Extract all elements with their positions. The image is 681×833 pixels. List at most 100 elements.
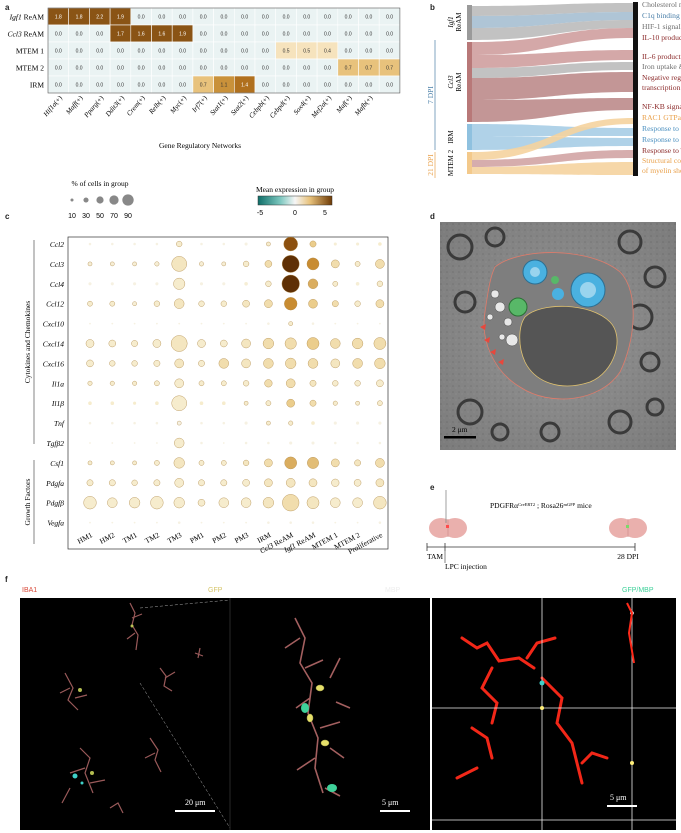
dot xyxy=(374,357,386,369)
size-legend-dot xyxy=(122,194,134,206)
dot xyxy=(220,479,228,487)
heatmap-cell-value: 0.0 xyxy=(117,66,124,72)
dot xyxy=(262,337,274,350)
sankey-group-label: ReAM xyxy=(455,72,463,92)
scale-bar xyxy=(444,436,476,439)
dot xyxy=(285,357,297,369)
dot xyxy=(331,478,340,487)
dot xyxy=(283,236,298,252)
heatmap-cell-value: 0.0 xyxy=(96,49,103,55)
flow xyxy=(472,136,633,150)
dot xyxy=(332,380,339,387)
dot xyxy=(133,242,136,246)
sankey-term: Response to IFNα xyxy=(642,124,681,133)
dot xyxy=(89,442,91,444)
dot xyxy=(373,496,387,510)
heatmap-cell-value: 0.0 xyxy=(55,49,62,55)
dot xyxy=(244,242,248,246)
color-tick: 0 xyxy=(293,210,297,217)
size-legend-title: % of cells in group xyxy=(71,179,128,188)
dot xyxy=(244,282,248,286)
dot xyxy=(330,497,341,508)
size-legend-label: 70 xyxy=(110,213,118,220)
panel-c-dotplot: % of cells in group 10 30 50 70 90 Mean expr… xyxy=(23,179,389,556)
group-label: TM3 xyxy=(166,530,184,545)
dot xyxy=(153,300,160,307)
heatmap-cell-value: 0.0 xyxy=(158,49,165,55)
heatmap-cell-value: 1.9 xyxy=(179,32,186,38)
dot xyxy=(306,337,320,350)
dot xyxy=(332,400,338,406)
dot xyxy=(264,478,273,488)
heatmap-cell-value: 0.0 xyxy=(365,15,372,21)
dot xyxy=(222,242,226,246)
sankey-group-label: MTEM 2 xyxy=(447,149,455,176)
heatmap-cell-value: 0.0 xyxy=(345,49,352,55)
heatmap-row-label: MTEM 1 xyxy=(16,47,44,56)
heatmap-col-label: Mafb(+) xyxy=(353,94,375,118)
lpc-label: LPC injection xyxy=(445,562,487,571)
heatmap-col-label: Crem(+) xyxy=(125,94,147,118)
dot xyxy=(170,335,188,352)
nucleus xyxy=(519,305,618,387)
dot xyxy=(242,479,250,487)
heatmap-cell-value: 0.0 xyxy=(386,49,393,55)
gene-label: Cxcl16 xyxy=(43,359,64,368)
heatmap-col-label: Relb(+) xyxy=(147,94,168,117)
heatmap-cell-value: 0.0 xyxy=(303,66,310,72)
group-label: HM1 xyxy=(76,530,94,545)
dot xyxy=(110,282,114,286)
dot xyxy=(267,322,270,325)
dot xyxy=(264,379,273,388)
heatmap-cell-value: 0.0 xyxy=(220,49,227,55)
heatmap-cell-value: 0.0 xyxy=(200,49,207,55)
dot xyxy=(200,421,203,425)
sankey-term: C1q binding xyxy=(642,11,680,20)
size-legend-dot xyxy=(109,195,119,205)
heatmap-col-label: Cebpb(+) xyxy=(247,94,271,120)
flow xyxy=(472,162,633,175)
heatmap-cell-value: 0.0 xyxy=(76,83,83,89)
dot xyxy=(375,458,385,468)
dpi21-label: 21 DPI xyxy=(426,154,435,176)
dot xyxy=(311,322,315,325)
heatmap-cell-value: 0.0 xyxy=(96,32,103,38)
panel-label-e: e xyxy=(430,483,435,492)
heatmap-cell-value: 0.0 xyxy=(158,15,165,21)
micrograph-orthogonal: 5 μm xyxy=(432,598,676,830)
dot xyxy=(152,339,162,348)
dot xyxy=(89,322,91,325)
dot xyxy=(88,421,92,425)
dot xyxy=(289,521,292,524)
dot xyxy=(288,420,294,426)
dot xyxy=(129,497,141,509)
heatmap-cell-value: 0.0 xyxy=(262,32,269,38)
dot xyxy=(176,240,183,248)
micrograph-overview: 20 μm 5 μm xyxy=(20,598,430,830)
heatmap-cell-value: 0.0 xyxy=(55,32,62,38)
heatmap-cell-value: 0.0 xyxy=(200,66,207,72)
dot xyxy=(265,400,272,406)
heatmap-cell-value: 0.7 xyxy=(345,66,352,72)
flow xyxy=(472,62,633,78)
dot xyxy=(286,478,296,488)
flow xyxy=(472,28,633,55)
channel-gfp-mbp: GFP/MBP xyxy=(622,587,654,594)
heatmap-cell-value: 0.0 xyxy=(220,32,227,38)
heatmap-row-label: MTEM 2 xyxy=(16,64,44,73)
heatmap-cell-value: 0.0 xyxy=(138,83,145,89)
dot xyxy=(107,497,118,508)
dot xyxy=(375,299,385,308)
gene-label: Cxcl14 xyxy=(43,340,64,349)
dot xyxy=(378,521,382,524)
dot xyxy=(198,380,205,387)
dot xyxy=(88,401,92,405)
dot xyxy=(264,260,273,268)
dot xyxy=(356,521,359,524)
panel-e-timeline: PDGFRαCreERT2 ; Rosa26mGFP mice TAM LPC … xyxy=(426,490,647,571)
heatmap-cell-value: 0.0 xyxy=(76,66,83,72)
gene-label: Pdgfβ xyxy=(45,499,64,508)
heatmap-cell-value: 2.2 xyxy=(96,15,103,21)
dot xyxy=(289,441,293,445)
heatmap-cell-value: 0.0 xyxy=(158,83,165,89)
